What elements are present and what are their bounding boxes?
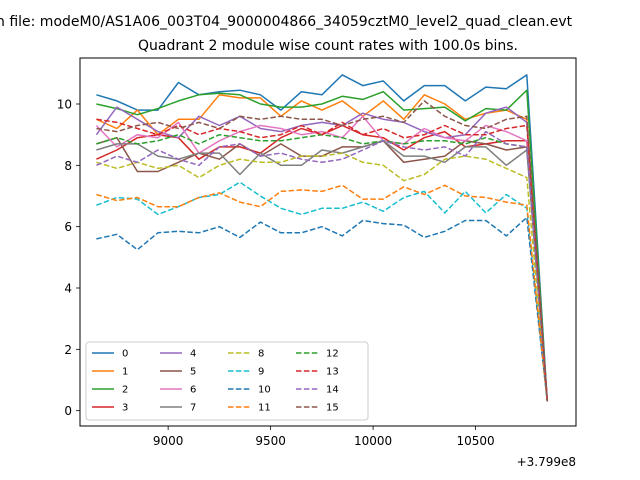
legend-label-9: 9 (258, 367, 264, 378)
y-tick-label: 4 (64, 282, 72, 296)
legend-label-1: 1 (122, 367, 128, 378)
legend-label-2: 2 (122, 385, 128, 396)
legend-label-5: 5 (190, 367, 196, 378)
series-line-14 (96, 130, 549, 402)
axes-frame (79, 57, 577, 427)
legend-label-12: 12 (326, 349, 339, 360)
y-tick-label: 0 (64, 404, 72, 418)
legend-label-8: 8 (258, 349, 264, 360)
series-line-4 (95, 106, 549, 402)
legend-label-10: 10 (258, 385, 271, 396)
x-offset-label: +3.799e8 (517, 455, 576, 469)
series-line-2 (96, 89, 549, 402)
series-line-11 (96, 184, 549, 402)
x-tick-label: 9500 (255, 434, 286, 448)
legend-label-15: 15 (326, 403, 339, 414)
legend-label-7: 7 (190, 403, 196, 414)
legend-label-11: 11 (258, 403, 271, 414)
y-tick-label: 6 (64, 220, 72, 234)
chart-title: Quadrant 2 module wise count rates with … (138, 38, 518, 54)
legend-label-3: 3 (122, 403, 128, 414)
y-tick-label: 10 (57, 98, 72, 112)
x-axis: 9000 9500 10000 10500 (153, 426, 495, 448)
series-layer (95, 74, 549, 402)
series-line-8 (96, 152, 549, 402)
x-tick-label: 9000 (153, 434, 184, 448)
y-tick-label: 2 (64, 343, 72, 357)
legend-label-4: 4 (190, 349, 196, 360)
legend-label-6: 6 (190, 385, 196, 396)
x-tick-label: 10500 (456, 434, 494, 448)
legend-frame (85, 341, 369, 421)
x-tick-label: 10000 (354, 434, 392, 448)
legend-label-14: 14 (326, 385, 339, 396)
legend-label-13: 13 (326, 367, 339, 378)
series-line-15 (96, 100, 549, 402)
series-line-7 (96, 140, 549, 402)
y-tick-label: 8 (64, 159, 72, 173)
legend-label-0: 0 (122, 349, 128, 360)
y-axis: 0 2 4 6 8 10 (57, 98, 80, 418)
series-line-9 (96, 181, 549, 402)
series-line-6 (95, 115, 549, 402)
series-line-0 (96, 74, 549, 402)
series-line-10 (96, 216, 549, 402)
figure-suptitle: n file: modeM0/AS1A06_003T04_9000004866_… (0, 14, 573, 30)
series-line-13 (96, 118, 549, 402)
